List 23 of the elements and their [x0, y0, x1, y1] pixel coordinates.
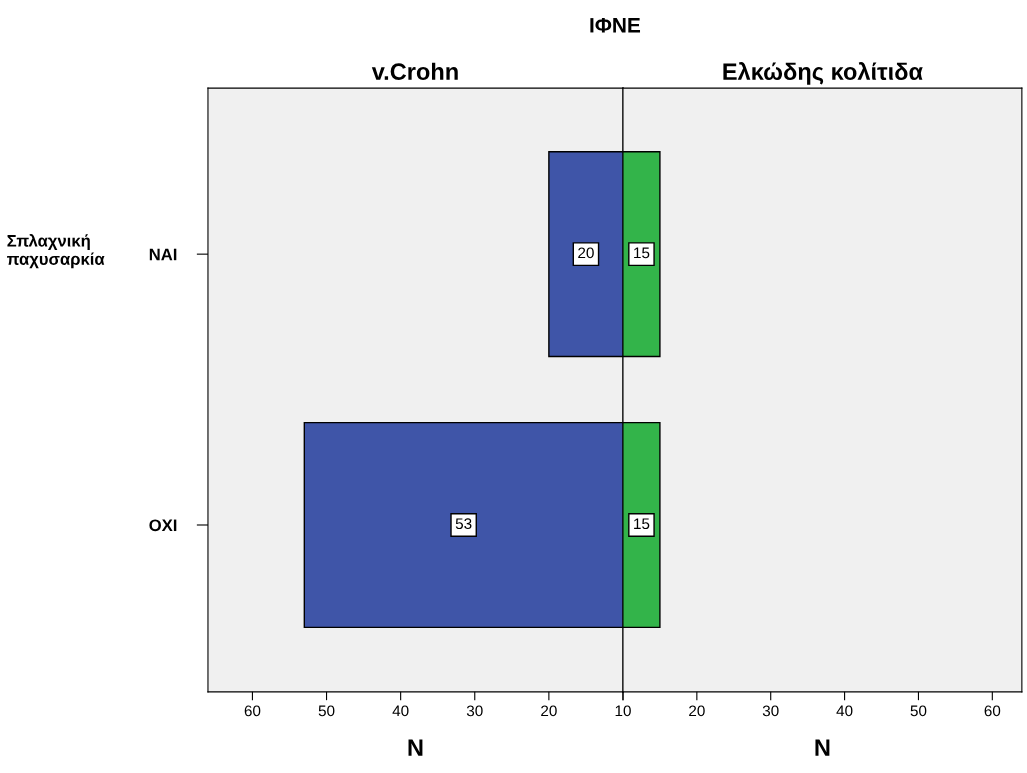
x-tick-label: 10: [615, 705, 631, 717]
chart-title: v.Crohn: [371, 62, 458, 81]
x-tick-label: 60: [984, 705, 1001, 717]
x-tick-label: 50: [910, 705, 927, 717]
x-tick-label: 60: [244, 705, 261, 717]
chart-title: Ελκώδης κολίτιδα: [723, 62, 923, 85]
x-tick-label: 30: [466, 705, 483, 717]
data-label: 53: [455, 518, 472, 530]
x-tick-label: 30: [762, 705, 779, 717]
data-label: 15: [634, 518, 650, 530]
x-tick-label: 20: [689, 705, 705, 717]
x-tick-label: 20: [541, 705, 557, 717]
y-axis-title: Σπλαχνική παχυσαρκία: [7, 234, 105, 269]
x-axis-title: N: [408, 739, 423, 756]
data-label: 20: [578, 247, 594, 259]
y-tick-label: ΟΧΙ: [149, 519, 177, 532]
x-axis-title: N: [815, 739, 830, 756]
x-tick-label: 50: [318, 705, 335, 717]
text: ΙΦΝΕ: [590, 18, 641, 33]
x-tick-label: 40: [836, 705, 853, 717]
x-tick-label: 40: [392, 705, 409, 717]
data-label: 15: [634, 247, 650, 259]
y-tick-label: ΝΑΙ: [149, 248, 177, 261]
